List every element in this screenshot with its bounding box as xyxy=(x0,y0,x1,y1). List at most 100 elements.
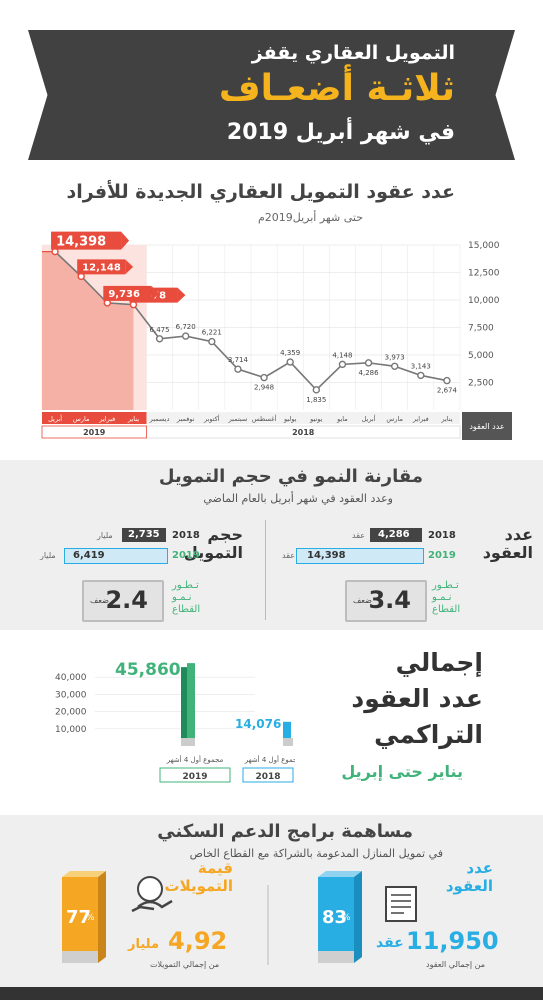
financing-title-line2: التمويل xyxy=(183,543,243,562)
financing-value-2019: 6,419 xyxy=(73,550,105,561)
data-label: 3,143 xyxy=(411,362,431,370)
x-tick-label: مارس xyxy=(73,415,90,423)
support-contracts-title-line1: عدد xyxy=(466,859,493,877)
x-tick-label: يناير xyxy=(127,415,139,423)
financing-bar-2019: 6,419 xyxy=(64,548,168,564)
data-point xyxy=(364,359,373,367)
banner-line1: التمويل العقاري يقفز xyxy=(251,42,455,64)
year-2019-box xyxy=(41,425,147,439)
x-tick-label: فبراير xyxy=(98,415,115,423)
x-tick-label: يناير xyxy=(440,415,452,423)
value-badge-arrow xyxy=(177,287,186,303)
contracts-growth-box: 3.4 ضعف xyxy=(345,580,427,622)
data-label: 6,475 xyxy=(150,326,170,334)
growth-label-line3: القطاع xyxy=(172,604,201,615)
support-contracts-percent-sign: % xyxy=(342,913,351,923)
cumulative-subtitle: يناير حتى إبريل xyxy=(341,762,463,781)
banner-headline: ثلاثـة أضعـاف xyxy=(218,68,455,109)
financing-growth-box: 2.4 ضعف xyxy=(82,580,164,622)
value-badge-arrow xyxy=(125,259,134,275)
x-tick-label: نوفمبر xyxy=(176,415,195,423)
value-badge xyxy=(77,259,126,275)
contracts-title-line1: عدد xyxy=(504,525,533,544)
value-badge-arrow xyxy=(151,285,160,301)
support-financing-title-line1: قيمة xyxy=(197,859,233,877)
header-banner: التمويل العقاري يقفز ثلاثـة أضعـاف في شه… xyxy=(0,0,543,170)
contracts-percent-box xyxy=(318,871,362,963)
financing-title-line1: حجم xyxy=(207,525,243,544)
data-label: 6,720 xyxy=(176,323,196,331)
y-tick-label: 30,000 xyxy=(55,690,87,700)
year-2018-box xyxy=(242,767,294,783)
growth-label-line1: تـطـور xyxy=(432,580,459,591)
contracts-value-2018: 4,286 xyxy=(378,529,410,540)
contracts-bar-2018: 4,286 xyxy=(370,528,422,542)
support-contracts-caption: من إجمالي العقود xyxy=(426,960,486,969)
data-label: 1,835 xyxy=(306,396,326,404)
support-financing-unit: مليار xyxy=(128,937,160,952)
financing-value-2018: 2,735 xyxy=(128,529,160,540)
contracts-growth-label: تـطـور نـمـو القطاع xyxy=(432,580,460,616)
support-contracts-value: 11,950 xyxy=(406,927,499,955)
data-label: 4,286 xyxy=(359,369,380,377)
value-badge-arrow xyxy=(121,231,130,250)
bar-2018-base xyxy=(283,738,293,746)
chart-title: عدد عقود التمويل العقاري الجديدة للأفراد xyxy=(66,181,456,203)
growth-label-line3: القطاع xyxy=(432,604,461,615)
growth-title: مقارنة النمو في حجم التمويل xyxy=(158,466,423,487)
x-tick-label: فبراير xyxy=(412,415,429,423)
x-tick-label: أبريل xyxy=(362,414,376,423)
contracts-bar-2019: 14,398 xyxy=(296,548,424,564)
x-tick-label: يوليو xyxy=(283,415,297,423)
data-point xyxy=(234,365,242,373)
row-label: عدد العقود xyxy=(469,422,504,431)
y-tick-label: 5,000 xyxy=(468,351,494,361)
highlight-area xyxy=(42,251,134,410)
x-tick-label: مارس xyxy=(386,415,403,423)
data-label: 2,948 xyxy=(254,384,274,392)
contracts-growth-value: 3.4 xyxy=(368,586,411,614)
data-label: 2,674 xyxy=(437,387,458,395)
financing-group-title: حجم التمويل xyxy=(184,526,243,562)
growth-label-line2: نـمـو xyxy=(432,592,452,603)
data-point xyxy=(155,335,164,343)
handshake-money-icon xyxy=(131,876,173,913)
support-financing-percent: 77 xyxy=(66,907,92,928)
x-tick-label: أبريل xyxy=(48,414,62,423)
data-point xyxy=(208,337,216,346)
y-tick-label: 2,500 xyxy=(468,379,494,389)
support-contracts-title-line2: العقود xyxy=(445,877,493,895)
x-tick-label: أكتوبر xyxy=(203,414,220,423)
support-programs-section: مساهمة برامج الدعم السكني في تمويل المنا… xyxy=(0,815,543,987)
cumulative-title-line2: عدد العقود xyxy=(351,684,483,713)
data-label: 12,148 xyxy=(82,262,121,273)
cumulative-bar-chart: 40,000 30,000 20,000 10,000 45,860 14,076 مجمو… xyxy=(55,660,295,783)
financing-unit-2019: مليار xyxy=(40,551,56,560)
financing-growth-unit: ضعف xyxy=(90,596,109,605)
y-tick-label: 40,000 xyxy=(55,673,87,683)
series-line xyxy=(54,251,448,391)
support-contracts-unit: عقد xyxy=(376,935,404,951)
y-tick-label: 15,000 xyxy=(468,241,500,251)
data-point xyxy=(260,373,268,382)
contracts-year-2019: 2019 xyxy=(428,550,456,561)
data-label: 3,973 xyxy=(385,353,405,361)
financing-year-2019: 2019 xyxy=(172,550,200,561)
contracts-unit-2018: عقد xyxy=(352,531,366,540)
y-tick-label: 7,500 xyxy=(468,324,494,334)
data-label: 4,359 xyxy=(280,349,300,357)
year-2019-label: 2019 xyxy=(182,772,207,782)
data-label: 14,398 xyxy=(56,235,106,250)
bar-2019-label: 45,860 xyxy=(115,660,181,680)
financing-percent-box xyxy=(62,871,106,963)
data-label: 9,736 xyxy=(108,289,140,300)
caption-2018: مجموع أول 4 أشهر xyxy=(244,755,295,764)
support-subtitle: في تمويل المنازل المدعومة بالشراكة مع ال… xyxy=(189,847,443,860)
contracts-group-title: عدد العقود xyxy=(483,526,533,562)
year-2019-box xyxy=(159,767,231,783)
year-2018-label: 2018 xyxy=(255,772,280,782)
contracts-title-line2: العقود xyxy=(482,543,533,562)
financing-year-2018: 2018 xyxy=(172,530,200,541)
data-point xyxy=(312,386,321,394)
